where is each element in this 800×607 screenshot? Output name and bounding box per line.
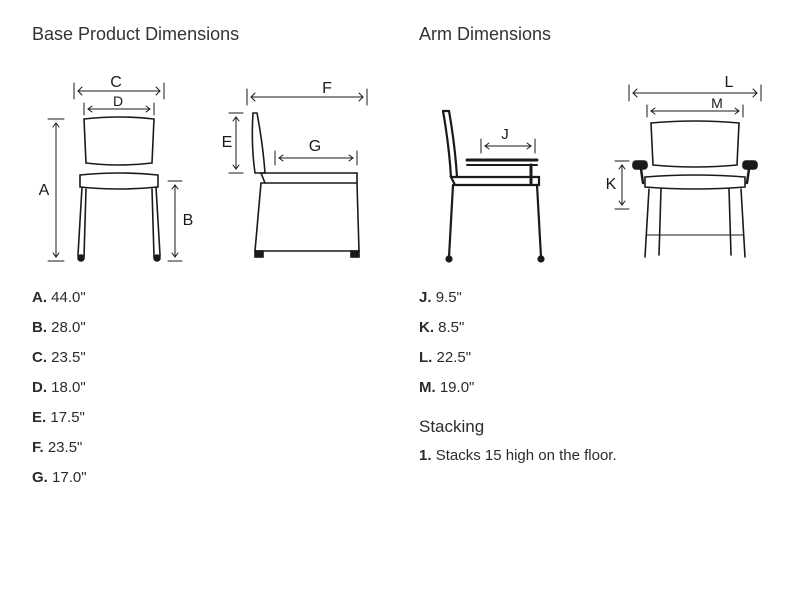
chair-side-diagram: F E <box>217 65 387 265</box>
armchair-side-diagram: J <box>419 65 569 265</box>
arm-dimensions-heading: Arm Dimensions <box>419 24 779 45</box>
dim-row: G. 17.0" <box>32 463 387 493</box>
dim-row: D. 18.0" <box>32 373 387 403</box>
svg-text:D: D <box>113 93 123 109</box>
svg-text:C: C <box>110 74 122 91</box>
dim-row: E. 17.5" <box>32 403 387 433</box>
arm-dimension-list: J. 9.5" K. 8.5" L. 22.5" M. 19.0" <box>419 283 779 403</box>
dim-row: A. 44.0" <box>32 283 387 313</box>
dim-row: B. 28.0" <box>32 313 387 343</box>
dim-row: F. 23.5" <box>32 433 387 463</box>
dim-row: K. 8.5" <box>419 313 779 343</box>
armchair-front-diagram: L M <box>589 65 779 265</box>
svg-text:F: F <box>322 80 332 97</box>
svg-text:G: G <box>309 138 321 155</box>
base-dimension-list: A. 44.0" B. 28.0" C. 23.5" D. 18.0" E. 1… <box>32 283 387 493</box>
svg-text:B: B <box>183 212 194 229</box>
svg-text:J: J <box>501 126 509 143</box>
svg-text:M: M <box>711 95 723 111</box>
dim-row: M. 19.0" <box>419 373 779 403</box>
base-dimensions-heading: Base Product Dimensions <box>32 24 387 45</box>
arm-diagrams: J L M <box>419 65 779 265</box>
stacking-heading: Stacking <box>419 417 779 437</box>
svg-text:A: A <box>39 182 50 199</box>
base-dimensions-column: Base Product Dimensions C <box>32 24 387 493</box>
dim-row: L. 22.5" <box>419 343 779 373</box>
svg-text:E: E <box>222 134 233 151</box>
svg-text:K: K <box>606 176 617 193</box>
dim-row: C. 23.5" <box>32 343 387 373</box>
base-diagrams: C D <box>32 65 387 265</box>
chair-front-diagram: C D <box>32 65 197 265</box>
svg-text:L: L <box>725 74 734 91</box>
arm-dimensions-column: Arm Dimensions <box>419 24 779 493</box>
stacking-note: 1. Stacks 15 high on the floor. <box>419 447 779 464</box>
dim-row: J. 9.5" <box>419 283 779 313</box>
